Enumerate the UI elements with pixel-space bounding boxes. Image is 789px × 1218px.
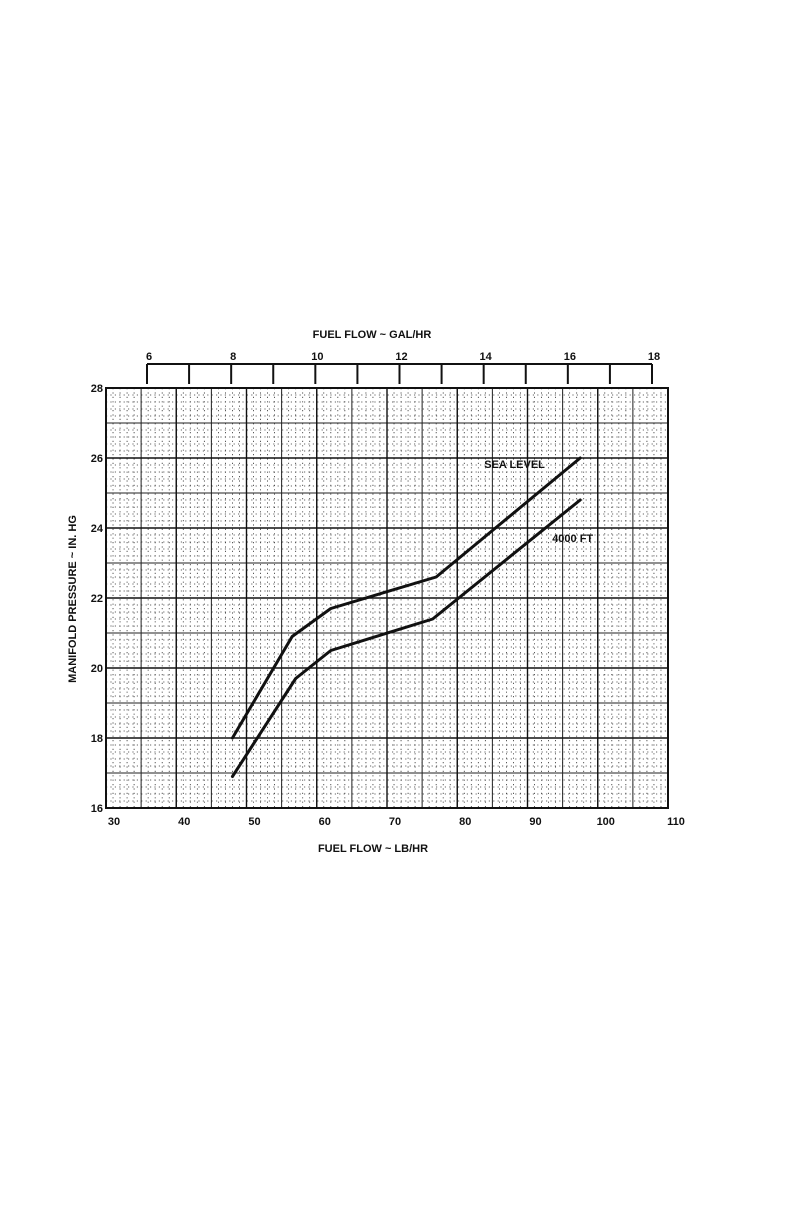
grid: [105, 387, 669, 809]
y-tick-label: 22: [91, 593, 103, 605]
series-lines: [230, 456, 582, 778]
y-tick-label: 26: [91, 453, 103, 465]
x-tick-label: 80: [459, 816, 471, 828]
x-axis-title: FUEL FLOW ~ LB/HR: [318, 843, 428, 855]
top-axis-title: FUEL FLOW ~ GAL/HR: [313, 329, 432, 341]
series-line-2: [230, 498, 582, 778]
x-axis-ticks: 30 40 50 60 70 80 90 100 110: [108, 816, 685, 828]
y-axis-title: MANIFOLD PRESSURE ~ IN. HG: [67, 515, 79, 683]
top-axis: 6 8 10 12 14 16 18: [146, 351, 660, 384]
top-axis-tick-label: 12: [395, 351, 407, 363]
x-tick-label: 60: [319, 816, 331, 828]
y-tick-label: 20: [91, 663, 103, 675]
x-tick-label: 100: [597, 816, 615, 828]
y-tick-label: 28: [91, 383, 103, 395]
x-tick-label: 110: [667, 816, 685, 828]
series-label-1: SEA LEVEL: [484, 459, 545, 471]
series-label-2: 4000 FT: [552, 533, 593, 545]
y-tick-label: 18: [91, 733, 103, 745]
top-axis-tick-label: 18: [648, 351, 660, 363]
top-axis-tick-label: 8: [230, 351, 236, 363]
y-axis-ticks: 16 18 20 22 24 26 28: [91, 383, 104, 815]
x-tick-label: 50: [248, 816, 260, 828]
x-tick-label: 90: [529, 816, 541, 828]
series-labels: SEA LEVEL 4000 FT: [484, 459, 593, 545]
top-axis-tick-label: 6: [146, 351, 152, 363]
y-tick-label: 24: [91, 523, 104, 535]
top-axis-tick-label: 14: [480, 351, 493, 363]
plot-frame: [105, 387, 669, 809]
top-axis-tick-label: 10: [311, 351, 323, 363]
x-tick-label: 30: [108, 816, 120, 828]
y-tick-label: 16: [91, 803, 103, 815]
x-tick-label: 40: [178, 816, 190, 828]
x-tick-label: 70: [389, 816, 401, 828]
series-line-1: [230, 456, 582, 740]
top-axis-tick-label: 16: [564, 351, 576, 363]
